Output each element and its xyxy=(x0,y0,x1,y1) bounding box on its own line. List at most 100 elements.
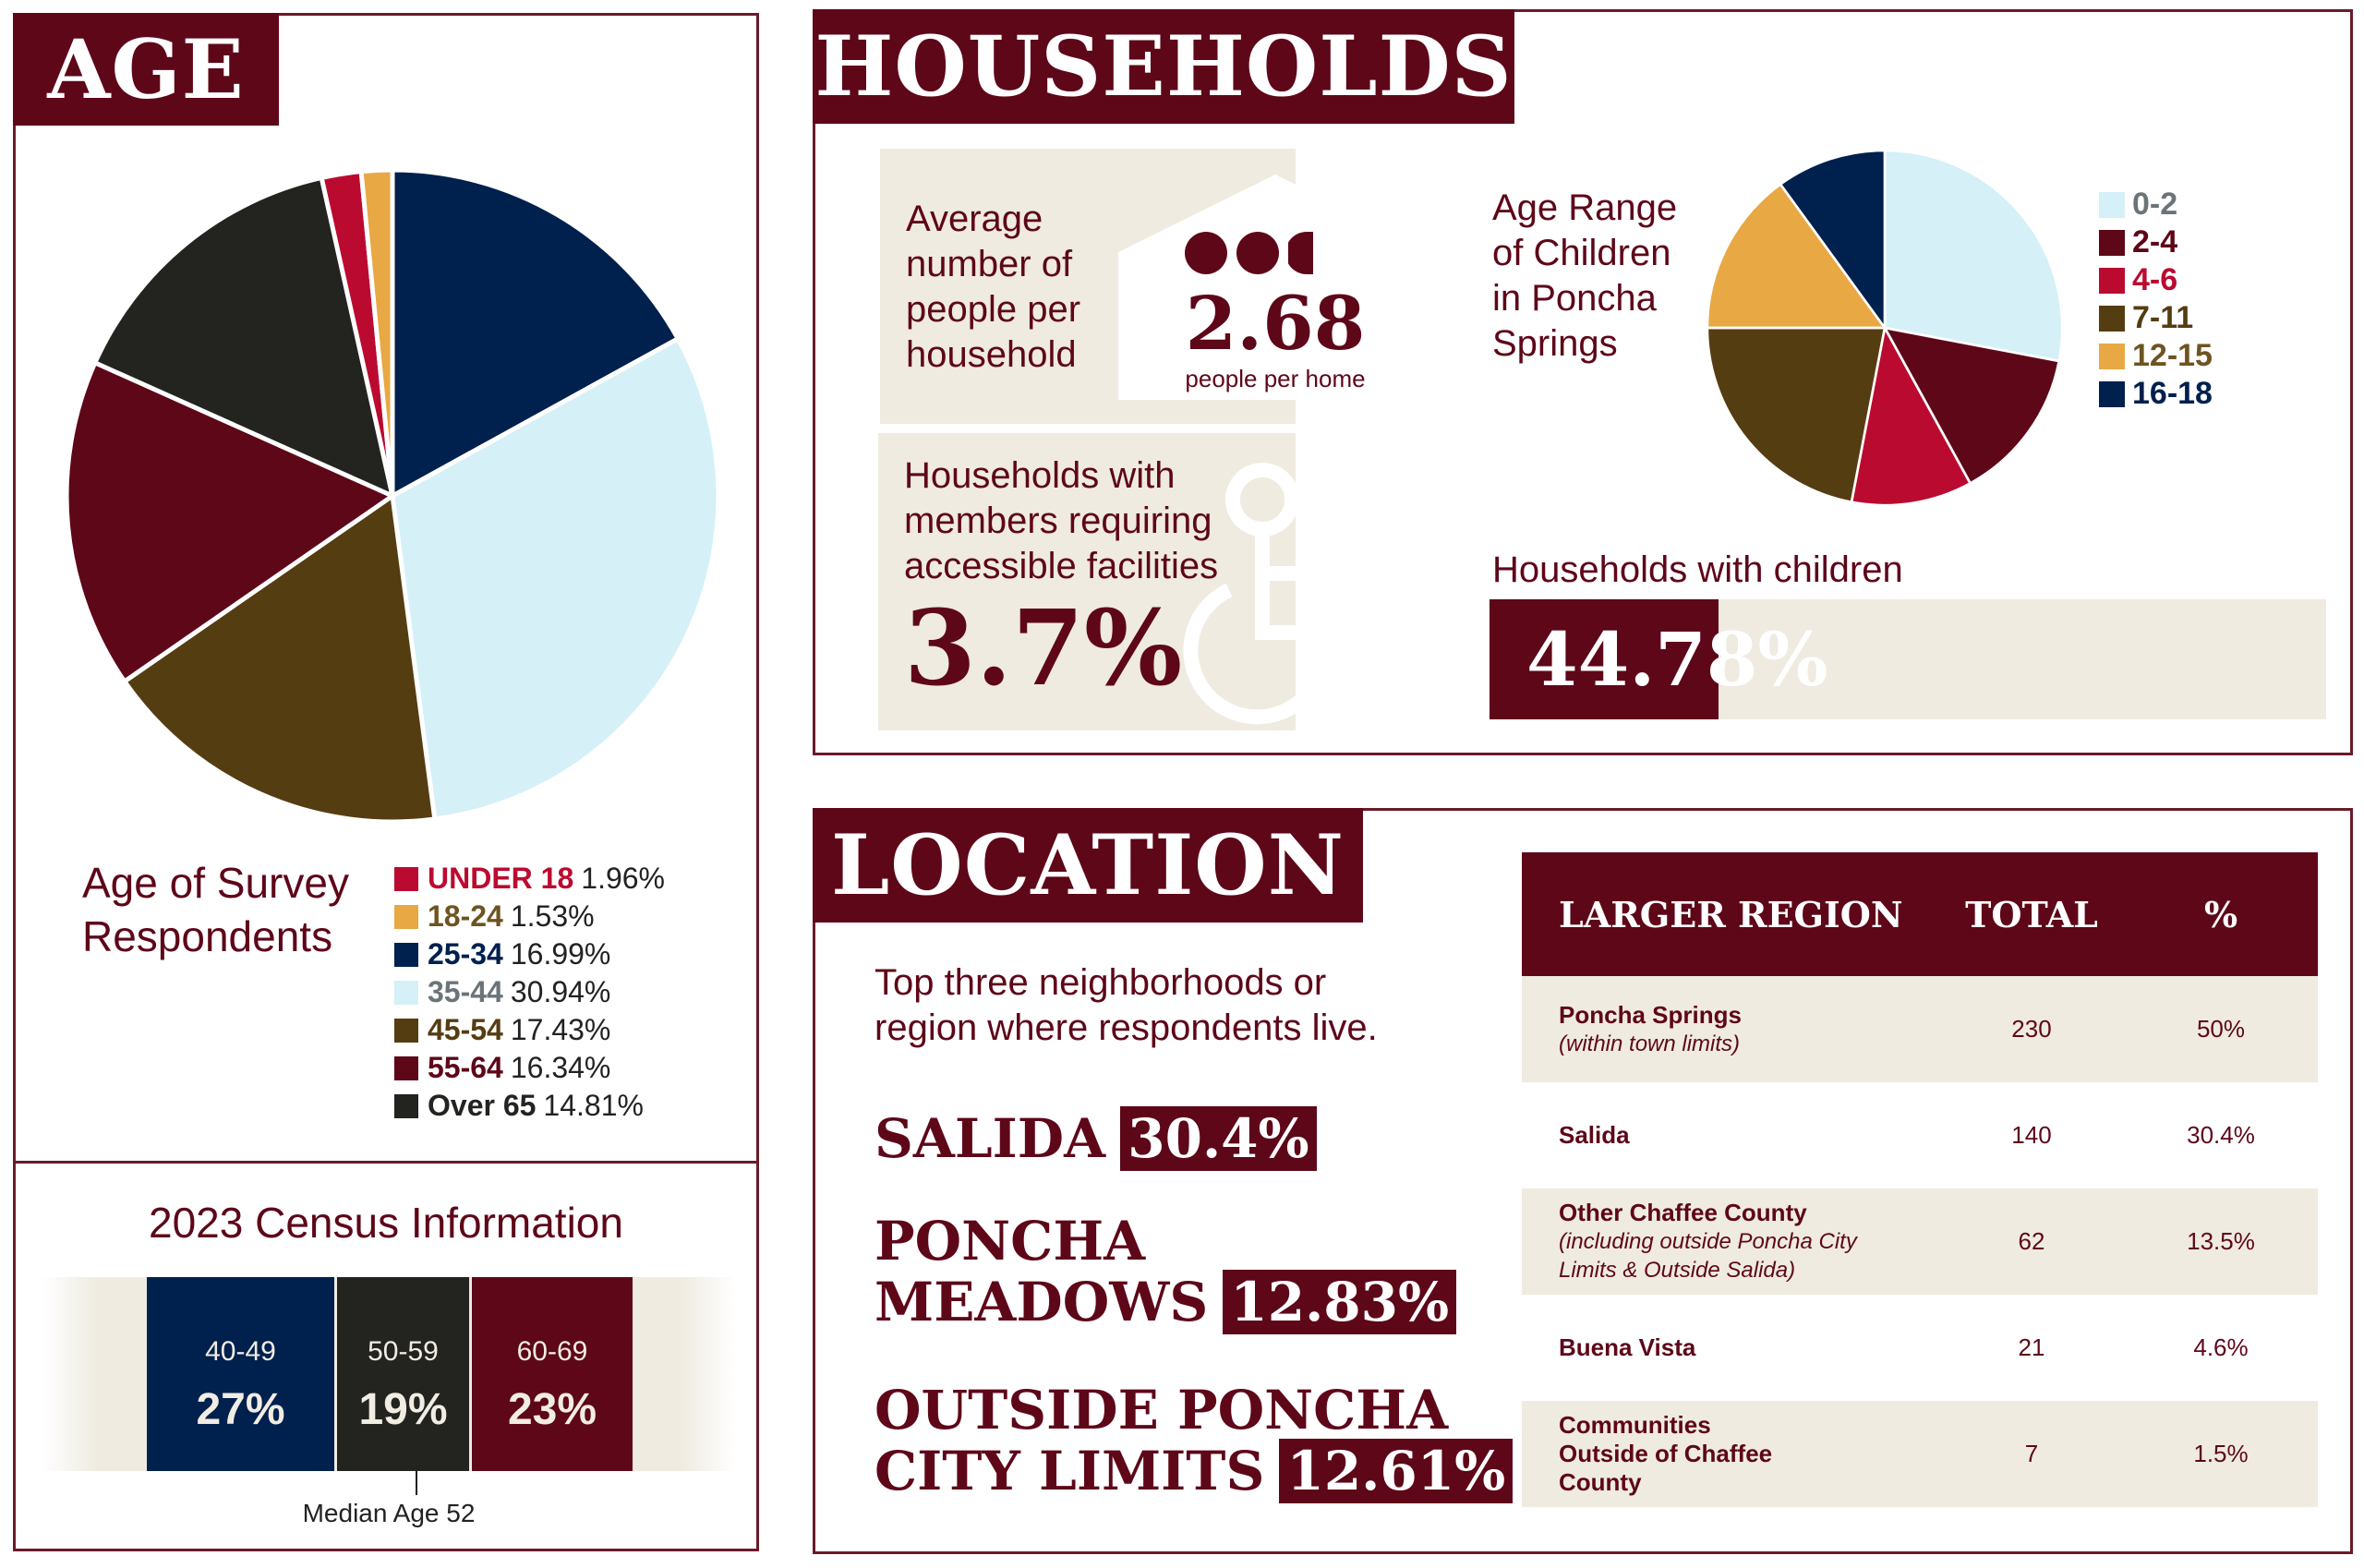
accessible-label: Households with members requiring access… xyxy=(904,455,1219,586)
pct-cell: 30.4% xyxy=(2187,1121,2255,1149)
pct-cell: 50% xyxy=(2196,1015,2246,1043)
census-bar-band: 40-49 27% 50-59 19% 60-69 23% xyxy=(42,1277,736,1471)
households-with-children-label: Households with children xyxy=(1492,549,1903,590)
pie-slice xyxy=(1850,324,1972,507)
legend-swatch xyxy=(394,866,418,891)
house-icon xyxy=(1118,175,1432,400)
census-title: 2023 Census Information xyxy=(149,1199,623,1247)
legend-item: UNDER 18 1.96% xyxy=(394,860,665,898)
total-cell: 7 xyxy=(2024,1440,2039,1467)
legend-item: 25-34 16.99% xyxy=(394,935,665,973)
census-bar-60-69: 60-69 23% xyxy=(472,1277,633,1471)
pie-slice xyxy=(64,359,398,685)
location-name-line2: MEADOWS xyxy=(874,1271,1209,1333)
households-with-children-bar: 44.78% xyxy=(1490,599,2326,719)
location-pct: 12.83% xyxy=(1223,1270,1457,1334)
legend-item: 18-24 1.53% xyxy=(394,898,665,935)
region-cell: Other Chaffee County (including outside P… xyxy=(1522,1199,1939,1285)
legend-label: 2-4 xyxy=(2132,224,2178,259)
location-name-line1: PONCHA xyxy=(874,1210,1146,1272)
legend-label: 55-64 xyxy=(428,1051,503,1084)
legend-swatch xyxy=(394,1018,418,1043)
age-legend: UNDER 18 1.96% 18-24 1.53% 25-34 16.99% 35-44 3… xyxy=(394,860,665,1125)
region-table-header: LARGER REGION TOTAL % xyxy=(1522,852,2318,976)
legend-item: 12-15 xyxy=(2099,337,2220,375)
partial-person-dot-icon xyxy=(1288,232,1313,274)
census-range: 40-49 xyxy=(205,1336,276,1367)
location-intro: Top three neighborhoods or region where … xyxy=(874,962,1378,1048)
location-panel: LOCATION Top three neighborhoods or regi… xyxy=(813,808,2353,1554)
households-header: HOUSEHOLDS xyxy=(813,9,1514,124)
total-cell: 21 xyxy=(2018,1333,2045,1361)
legend-swatch xyxy=(394,1055,418,1080)
legend-swatch xyxy=(394,980,418,1005)
total-cell: 140 xyxy=(2011,1121,2052,1149)
census-range: 60-69 xyxy=(516,1336,588,1367)
person-dot-icon xyxy=(1185,232,1227,274)
age-pie-chart xyxy=(64,167,721,825)
region-cell: Communities Outside of Chaffee County xyxy=(1522,1411,1939,1497)
location-name-line2: CITY LIMITS xyxy=(874,1440,1265,1502)
region-table: LARGER REGION TOTAL % Poncha Springs (wit… xyxy=(1522,852,2318,1507)
legend-label: UNDER 18 xyxy=(428,862,574,895)
median-age-label: Median Age 52 xyxy=(302,1499,476,1527)
age-chart-title: Age of Survey Respondents xyxy=(82,859,349,960)
region-cell: Buena Vista xyxy=(1522,1333,1939,1362)
households-with-children-value: 44.78% xyxy=(1526,616,1828,703)
top-location-poncha-meadows: PONCHA MEADOWS 12.83% xyxy=(874,1210,1457,1334)
legend-item: 4-6 xyxy=(2099,261,2220,299)
pie-slice xyxy=(91,175,396,501)
region-name: Other Chaffee County xyxy=(1559,1199,1807,1226)
table-row: Poncha Springs (within town limits) 230 50% xyxy=(1522,976,2318,1082)
legend-label: 7-11 xyxy=(2132,300,2194,335)
legend-swatch xyxy=(2099,380,2125,407)
table-row: Salida 140 30.4% xyxy=(1522,1082,2318,1188)
pie-slice xyxy=(1882,326,2061,486)
legend-value: 16.99% xyxy=(510,937,611,971)
location-pct: 12.61% xyxy=(1279,1439,1514,1503)
legend-item: 35-44 30.94% xyxy=(394,973,665,1011)
kids-legend: 0-2 2-4 4-6 7-11 12-15 16-18 xyxy=(2099,186,2220,413)
table-row: Communities Outside of Chaffee County 7 1.… xyxy=(1522,1401,2318,1507)
total-cell: 230 xyxy=(2011,1015,2052,1043)
age-panel: AGE Age of Survey Respondents UNDER 18 1.… xyxy=(13,13,759,1551)
top-location-outside-poncha: OUTSIDE PONCHA CITY LIMITS 12.61% xyxy=(874,1381,1514,1503)
legend-item: 16-18 xyxy=(2099,375,2220,413)
census-pct: 19% xyxy=(358,1385,448,1434)
pie-slice xyxy=(390,167,681,501)
pie-slice xyxy=(1883,149,2064,363)
table-row: Buena Vista 21 4.6% xyxy=(1522,1295,2318,1401)
legend-label: 25-34 xyxy=(428,937,503,971)
census-pct: 23% xyxy=(507,1385,597,1434)
legend-value: 30.94% xyxy=(510,975,611,1008)
accessible-card: Households with members requiring access… xyxy=(878,433,1296,730)
avg-people-sub: people per home xyxy=(1185,365,1366,392)
region-name: Salida xyxy=(1559,1121,1630,1149)
census-pct: 27% xyxy=(196,1385,285,1434)
region-note: (including outside Poncha City Limits & … xyxy=(1559,1229,1857,1283)
age-header: AGE xyxy=(13,13,279,126)
region-note: (within town limits) xyxy=(1559,1031,1741,1056)
location-name: SALIDA xyxy=(874,1107,1106,1170)
legend-value: 1.53% xyxy=(510,899,595,933)
legend-label: 12-15 xyxy=(2132,338,2213,373)
households-with-children-fill: 44.78% xyxy=(1490,599,1828,719)
census-range: 50-59 xyxy=(368,1336,439,1367)
legend-label: Over 65 xyxy=(428,1089,537,1122)
legend-item: 7-11 xyxy=(2099,299,2220,337)
legend-label: 45-54 xyxy=(428,1013,503,1046)
legend-label: 16-18 xyxy=(2132,376,2213,411)
pie-slice xyxy=(1706,182,1888,330)
table-row: Other Chaffee County (including outside P… xyxy=(1522,1188,2318,1295)
legend-item: 2-4 xyxy=(2099,223,2220,261)
legend-label: 18-24 xyxy=(428,899,503,933)
person-dot-icon xyxy=(1236,232,1279,274)
col-header-total: TOTAL xyxy=(1965,893,2098,935)
region-cell: Poncha Springs (within town limits) xyxy=(1522,1001,1939,1058)
pie-slice xyxy=(121,491,438,825)
people-dots-icon xyxy=(1185,232,1316,274)
legend-swatch xyxy=(2099,267,2125,294)
total-cell: 62 xyxy=(2018,1227,2045,1255)
legend-swatch xyxy=(394,942,418,967)
region-name: Buena Vista xyxy=(1559,1333,1696,1361)
